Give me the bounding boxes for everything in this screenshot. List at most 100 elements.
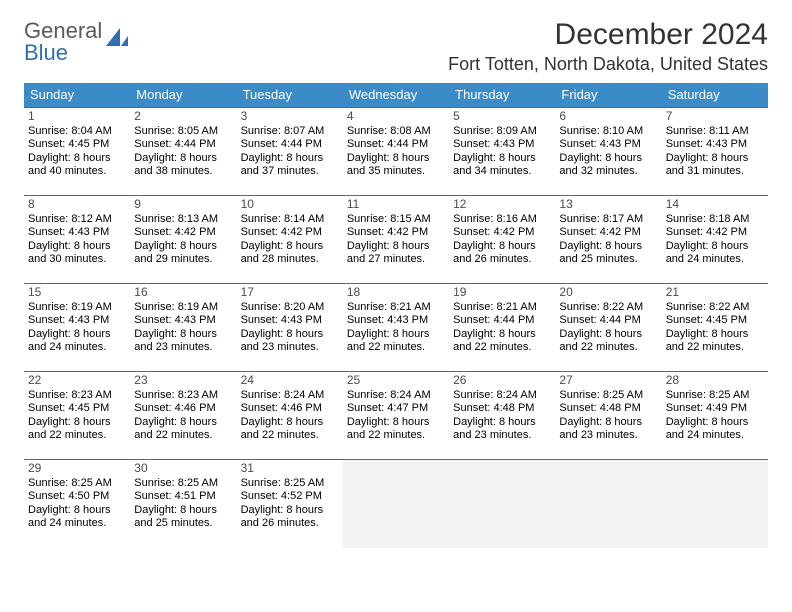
header: General Blue December 2024 Fort Totten, … [24,18,768,75]
daylight-text: Daylight: 8 hours and 24 minutes. [666,416,764,443]
day-number: 1 [28,110,126,124]
calendar-day-cell: 7Sunrise: 8:11 AMSunset: 4:43 PMDaylight… [662,108,768,196]
calendar-day-cell: 14Sunrise: 8:18 AMSunset: 4:42 PMDayligh… [662,196,768,284]
calendar-day-cell: 16Sunrise: 8:19 AMSunset: 4:43 PMDayligh… [130,284,236,372]
day-number: 10 [241,198,339,212]
sunrise-text: Sunrise: 8:17 AM [559,213,657,227]
sunset-text: Sunset: 4:48 PM [453,402,551,416]
sunrise-text: Sunrise: 8:05 AM [134,125,232,139]
sunrise-text: Sunrise: 8:21 AM [347,301,445,315]
sunrise-text: Sunrise: 8:14 AM [241,213,339,227]
calendar-day-cell: 5Sunrise: 8:09 AMSunset: 4:43 PMDaylight… [449,108,555,196]
day-number: 26 [453,374,551,388]
sunrise-text: Sunrise: 8:25 AM [241,477,339,491]
day-number: 25 [347,374,445,388]
title-block: December 2024 Fort Totten, North Dakota,… [448,18,768,75]
day-number: 24 [241,374,339,388]
calendar-week-row: 15Sunrise: 8:19 AMSunset: 4:43 PMDayligh… [24,284,768,372]
brand-part2: Blue [24,40,68,65]
day-number: 9 [134,198,232,212]
day-number: 11 [347,198,445,212]
day-number: 15 [28,286,126,300]
day-number: 31 [241,462,339,476]
sunrise-text: Sunrise: 8:25 AM [134,477,232,491]
sunrise-text: Sunrise: 8:22 AM [559,301,657,315]
brand-text: General Blue [24,20,102,64]
day-number: 16 [134,286,232,300]
sunrise-text: Sunrise: 8:19 AM [134,301,232,315]
sunset-text: Sunset: 4:44 PM [559,314,657,328]
daylight-text: Daylight: 8 hours and 22 minutes. [134,416,232,443]
weekday-header: Thursday [449,83,555,108]
sunset-text: Sunset: 4:43 PM [28,226,126,240]
calendar-day-cell: 17Sunrise: 8:20 AMSunset: 4:43 PMDayligh… [237,284,343,372]
calendar-day-cell: 3Sunrise: 8:07 AMSunset: 4:44 PMDaylight… [237,108,343,196]
daylight-text: Daylight: 8 hours and 32 minutes. [559,152,657,179]
sunset-text: Sunset: 4:45 PM [28,138,126,152]
sunrise-text: Sunrise: 8:24 AM [453,389,551,403]
weekday-header: Wednesday [343,83,449,108]
day-number: 22 [28,374,126,388]
day-number: 29 [28,462,126,476]
daylight-text: Daylight: 8 hours and 25 minutes. [134,504,232,531]
sunset-text: Sunset: 4:44 PM [453,314,551,328]
daylight-text: Daylight: 8 hours and 23 minutes. [453,416,551,443]
weekday-header: Sunday [24,83,130,108]
sunrise-text: Sunrise: 8:13 AM [134,213,232,227]
daylight-text: Daylight: 8 hours and 22 minutes. [347,328,445,355]
day-number: 28 [666,374,764,388]
sunrise-text: Sunrise: 8:25 AM [28,477,126,491]
daylight-text: Daylight: 8 hours and 26 minutes. [453,240,551,267]
day-number: 12 [453,198,551,212]
calendar-day-cell: 29Sunrise: 8:25 AMSunset: 4:50 PMDayligh… [24,460,130,548]
sunrise-text: Sunrise: 8:22 AM [666,301,764,315]
calendar-day-cell: 9Sunrise: 8:13 AMSunset: 4:42 PMDaylight… [130,196,236,284]
calendar-day-cell: 21Sunrise: 8:22 AMSunset: 4:45 PMDayligh… [662,284,768,372]
sunset-text: Sunset: 4:43 PM [666,138,764,152]
daylight-text: Daylight: 8 hours and 23 minutes. [134,328,232,355]
day-number: 23 [134,374,232,388]
sunrise-text: Sunrise: 8:24 AM [347,389,445,403]
daylight-text: Daylight: 8 hours and 37 minutes. [241,152,339,179]
sunrise-text: Sunrise: 8:09 AM [453,125,551,139]
calendar-day-cell: 12Sunrise: 8:16 AMSunset: 4:42 PMDayligh… [449,196,555,284]
daylight-text: Daylight: 8 hours and 38 minutes. [134,152,232,179]
sunset-text: Sunset: 4:45 PM [666,314,764,328]
calendar-day-cell: 27Sunrise: 8:25 AMSunset: 4:48 PMDayligh… [555,372,661,460]
calendar-day-cell: 6Sunrise: 8:10 AMSunset: 4:43 PMDaylight… [555,108,661,196]
brand-logo: General Blue [24,20,130,64]
calendar-day-cell: 26Sunrise: 8:24 AMSunset: 4:48 PMDayligh… [449,372,555,460]
calendar-day-cell: 11Sunrise: 8:15 AMSunset: 4:42 PMDayligh… [343,196,449,284]
daylight-text: Daylight: 8 hours and 22 minutes. [559,328,657,355]
daylight-text: Daylight: 8 hours and 28 minutes. [241,240,339,267]
daylight-text: Daylight: 8 hours and 30 minutes. [28,240,126,267]
calendar-day-cell: 13Sunrise: 8:17 AMSunset: 4:42 PMDayligh… [555,196,661,284]
sunset-text: Sunset: 4:42 PM [559,226,657,240]
daylight-text: Daylight: 8 hours and 35 minutes. [347,152,445,179]
sunrise-text: Sunrise: 8:23 AM [28,389,126,403]
sunset-text: Sunset: 4:44 PM [347,138,445,152]
sunset-text: Sunset: 4:43 PM [134,314,232,328]
sunrise-text: Sunrise: 8:18 AM [666,213,764,227]
sunrise-text: Sunrise: 8:04 AM [28,125,126,139]
sunset-text: Sunset: 4:47 PM [347,402,445,416]
calendar-week-row: 8Sunrise: 8:12 AMSunset: 4:43 PMDaylight… [24,196,768,284]
sunrise-text: Sunrise: 8:24 AM [241,389,339,403]
calendar-day-cell: 15Sunrise: 8:19 AMSunset: 4:43 PMDayligh… [24,284,130,372]
daylight-text: Daylight: 8 hours and 22 minutes. [28,416,126,443]
daylight-text: Daylight: 8 hours and 27 minutes. [347,240,445,267]
weekday-header-row: Sunday Monday Tuesday Wednesday Thursday… [24,83,768,108]
daylight-text: Daylight: 8 hours and 31 minutes. [666,152,764,179]
calendar-day-cell: 1Sunrise: 8:04 AMSunset: 4:45 PMDaylight… [24,108,130,196]
calendar-table: Sunday Monday Tuesday Wednesday Thursday… [24,83,768,548]
sunset-text: Sunset: 4:43 PM [559,138,657,152]
calendar-day-cell: 30Sunrise: 8:25 AMSunset: 4:51 PMDayligh… [130,460,236,548]
sunset-text: Sunset: 4:51 PM [134,490,232,504]
calendar-day-cell: 24Sunrise: 8:24 AMSunset: 4:46 PMDayligh… [237,372,343,460]
calendar-day-cell [662,460,768,548]
page-title: December 2024 [448,18,768,52]
calendar-day-cell: 4Sunrise: 8:08 AMSunset: 4:44 PMDaylight… [343,108,449,196]
calendar-day-cell: 28Sunrise: 8:25 AMSunset: 4:49 PMDayligh… [662,372,768,460]
daylight-text: Daylight: 8 hours and 29 minutes. [134,240,232,267]
daylight-text: Daylight: 8 hours and 24 minutes. [28,504,126,531]
